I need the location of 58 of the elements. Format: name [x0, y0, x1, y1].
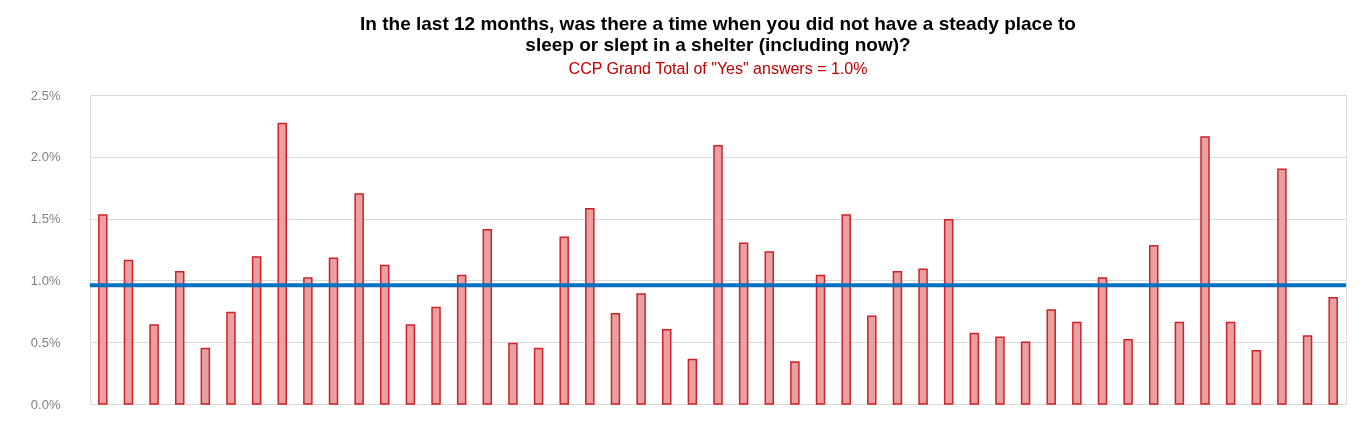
- bar: [687, 358, 698, 405]
- bar: [1277, 168, 1287, 405]
- bar: [1251, 350, 1262, 405]
- bar: [1328, 296, 1338, 405]
- bar: [661, 329, 672, 405]
- bar: [1072, 321, 1082, 405]
- bar: [1225, 321, 1236, 405]
- bar: [200, 347, 211, 405]
- bar: [508, 342, 518, 405]
- bar: [277, 122, 287, 405]
- bar: [764, 251, 775, 405]
- bar: [251, 256, 262, 405]
- bar: [226, 311, 236, 405]
- y-tick-label: 2.0%: [30, 149, 61, 165]
- bar: [969, 332, 980, 405]
- bar: [1046, 309, 1056, 405]
- bar: [995, 336, 1005, 405]
- bar: [328, 257, 339, 405]
- bar: [713, 144, 723, 405]
- y-tick-label: 1.5%: [30, 211, 61, 227]
- bar: [405, 324, 416, 405]
- y-tick-label: 1.0%: [30, 272, 61, 288]
- bar: [892, 271, 903, 405]
- bar: [918, 268, 928, 405]
- chart-subtitle: CCP Grand Total of "Yes" answers = 1.0%: [568, 60, 868, 77]
- bar: [1302, 335, 1313, 405]
- bar: [867, 315, 877, 405]
- bar: [1097, 277, 1108, 405]
- bar: [1149, 245, 1159, 405]
- bar: [1020, 341, 1031, 405]
- bar: [1200, 136, 1210, 405]
- y-tick-label: 0.0%: [30, 396, 61, 412]
- bar: [738, 242, 749, 405]
- bar: [149, 324, 159, 405]
- bar: [174, 271, 185, 405]
- bar: [456, 274, 467, 405]
- bar: [636, 293, 646, 405]
- bar: [585, 207, 595, 405]
- bar: [610, 313, 621, 405]
- bar: [1174, 321, 1185, 405]
- bar: [380, 264, 390, 405]
- bar: [303, 277, 313, 405]
- bar: [943, 219, 954, 405]
- bar: [354, 193, 364, 405]
- bar: [815, 274, 826, 405]
- bar: [559, 236, 569, 405]
- bar: [482, 228, 493, 405]
- text: sleep or slept in a shelter (including now)?: [525, 34, 911, 55]
- bar: [790, 361, 800, 405]
- bar: [98, 214, 108, 405]
- bar: [1123, 338, 1133, 405]
- bar: [123, 259, 134, 405]
- bar: [431, 306, 441, 405]
- bar: [533, 347, 544, 405]
- text: In the last 12 months, was there a time when you did not have a steady place to: [360, 13, 1076, 34]
- y-tick-label: 2.5%: [30, 87, 61, 103]
- bar: [841, 214, 851, 405]
- y-tick-label: 0.5%: [30, 334, 61, 350]
